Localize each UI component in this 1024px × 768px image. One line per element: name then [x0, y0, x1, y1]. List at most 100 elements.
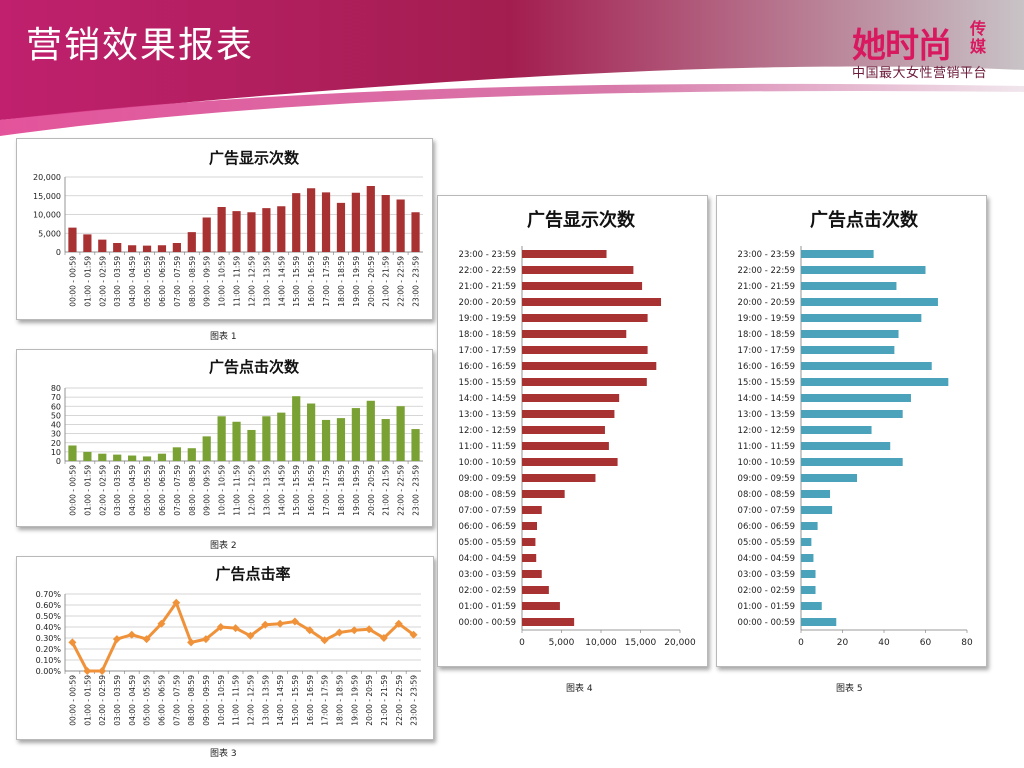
- chart1-ytick-label: 5,000: [38, 229, 61, 238]
- chart5-bar: [801, 522, 818, 530]
- chart1-bar: [232, 211, 241, 252]
- chart2-bar: [187, 448, 196, 461]
- chart4-ytick-label: 01:00 - 01:59: [459, 602, 516, 612]
- chart5-xtick-label: 0: [798, 638, 804, 648]
- chart1-bar: [321, 192, 331, 252]
- chart5-ytick-label: 17:00 - 17:59: [738, 346, 795, 356]
- chart4-ytick-label: 20:00 - 20:59: [459, 298, 516, 308]
- chart3-title: 广告点击率: [215, 565, 290, 583]
- chart2-panel: 广告点击次数 0 10 20 30 40 50 60 70 80 00:00 - 00:59 01:0…: [16, 349, 433, 527]
- chart2-xtick-label: 13:00 - 13:59: [262, 465, 271, 516]
- chart2-bar: [396, 406, 405, 461]
- chart5-ytick-label: 18:00 - 18:59: [738, 330, 795, 340]
- chart1-bar: [217, 207, 226, 252]
- chart5-ytick-label: 02:00 - 02:59: [738, 586, 795, 596]
- chart2-xtick-label: 14:00 - 14:59: [277, 465, 286, 516]
- chart2-ytick-label: 10: [51, 448, 61, 457]
- chart1-bar: [128, 245, 137, 252]
- chart3-ytick-label: 0.30%: [36, 634, 62, 643]
- chart5-bar: [801, 602, 822, 610]
- chart4-bar: [522, 250, 607, 258]
- chart2-xtick-label: 16:00 - 16:59: [307, 465, 316, 516]
- chart2-bar: [262, 416, 271, 461]
- chart2-xtick-label: 09:00 - 09:59: [203, 465, 212, 516]
- chart2-bar: [366, 400, 375, 461]
- chart3-xtick-label: 04:00 - 04:59: [128, 675, 137, 726]
- chart5-ytick-label: 09:00 - 09:59: [738, 474, 795, 484]
- chart3-point: [276, 619, 285, 628]
- chart2-ytick-label: 20: [51, 439, 61, 448]
- chart3-xtick-label: 01:00 - 01:59: [83, 675, 92, 726]
- chart4-ytick-label: 02:00 - 02:59: [459, 586, 516, 596]
- chart3-point: [216, 623, 225, 631]
- chart3-point: [246, 631, 255, 640]
- chart2-bar: [113, 454, 122, 461]
- chart1-bar: [247, 212, 256, 252]
- chart1-xtick-label: 00:00 - 00:59: [68, 256, 77, 307]
- chart4-bar: [522, 442, 609, 450]
- chart1-bar: [411, 212, 420, 252]
- chart2-bar: [217, 416, 226, 461]
- chart3-point: [112, 635, 121, 644]
- chart4-bar: [522, 394, 620, 402]
- chart5-bar: [801, 298, 938, 306]
- chart1-bar: [307, 188, 316, 252]
- chart1-xtick-label: 13:00 - 13:59: [262, 256, 271, 307]
- chart1-bar: [336, 202, 346, 252]
- chart3-ytick-label: 0.10%: [36, 656, 62, 665]
- chart4-bar: [522, 298, 662, 306]
- chart1-xtick-label: 03:00 - 03:59: [113, 256, 122, 307]
- chart2-bar: [351, 408, 360, 461]
- chart2-bar: [336, 418, 346, 461]
- chart5-bar: [801, 458, 903, 466]
- chart4-ytick-label: 15:00 - 15:59: [459, 378, 516, 388]
- chart2-ytick-label: 50: [51, 411, 61, 420]
- chart2-bar: [98, 453, 107, 461]
- chart1-caption: 图表 1: [210, 332, 237, 342]
- logo-side-text: 传媒: [970, 19, 987, 56]
- chart5-bar: [801, 362, 932, 370]
- chart1-bar: [157, 245, 167, 252]
- chart4-bar: [522, 426, 605, 434]
- chart1-bar: [202, 217, 211, 252]
- chart3-point: [127, 630, 136, 639]
- chart4-bar: [522, 346, 648, 354]
- chart4-bar: [522, 282, 643, 290]
- chart3-ytick-label: 0.40%: [36, 623, 62, 632]
- chart5-bar: [801, 314, 922, 322]
- chart4-xtick-label: 0: [519, 638, 525, 648]
- chart5-bar: [801, 250, 874, 258]
- chart5-ytick-label: 20:00 - 20:59: [738, 298, 795, 308]
- chart4-ytick-label: 18:00 - 18:59: [459, 330, 516, 340]
- chart2-ytick-label: 40: [51, 421, 61, 430]
- chart3-point: [68, 638, 77, 647]
- chart5-ytick-label: 21:00 - 21:59: [738, 282, 795, 292]
- chart4-bar: [522, 538, 536, 546]
- chart5-bar: [801, 410, 903, 418]
- chart2-bar: [411, 429, 420, 461]
- chart3-xtick-label: 06:00 - 06:59: [157, 675, 166, 726]
- chart3-point: [409, 630, 418, 639]
- chart4-ytick-label: 06:00 - 06:59: [459, 522, 516, 532]
- chart4-ytick-label: 10:00 - 10:59: [459, 458, 516, 468]
- chart1-xtick-label: 14:00 - 14:59: [277, 256, 286, 307]
- chart5-bar: [801, 586, 816, 594]
- chart4-panel: 广告显示次数 0 5,000 10,000 15,000 20,000 00:00 - 00…: [437, 195, 708, 667]
- chart4-ytick-label: 17:00 - 17:59: [459, 346, 516, 356]
- chart3-panel: 广告点击率 0.00% 0.10% 0.20% 0.30% 0.40% 0.50% 0.60%…: [16, 556, 434, 740]
- chart3-xtick-label: 11:00 - 11:59: [232, 675, 241, 726]
- chart3-ytick-label: 0.20%: [36, 645, 62, 654]
- chart3-ytick-label: 0.50%: [36, 612, 62, 621]
- chart5-bar: [801, 330, 899, 338]
- chart4: 广告显示次数 0 5,000 10,000 15,000 20,000 00:00 - 00…: [459, 209, 696, 648]
- chart3-point: [305, 626, 314, 635]
- chart4-bar: [522, 458, 618, 466]
- logo-tagline: 中国最大女性营销平台: [852, 66, 988, 81]
- chart4-title: 广告显示次数: [527, 209, 636, 231]
- chart1-ytick-label: 0: [56, 248, 61, 257]
- chart5-ytick-label: 11:00 - 11:59: [738, 442, 795, 452]
- chart3-xtick-label: 07:00 - 07:59: [172, 675, 181, 726]
- chart3-xtick-label: 20:00 - 20:59: [365, 675, 374, 726]
- chart3-point: [142, 635, 151, 644]
